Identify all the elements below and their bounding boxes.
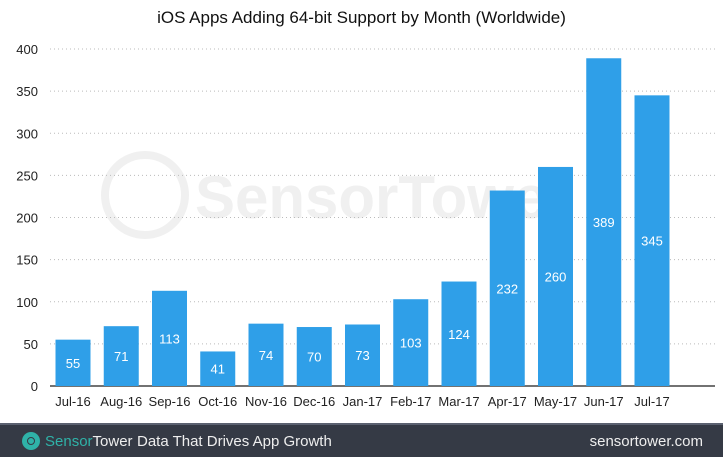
bar xyxy=(296,327,332,386)
x-tick-label: Dec-16 xyxy=(293,394,335,409)
data-label: 74 xyxy=(259,348,273,363)
data-label: 103 xyxy=(400,336,422,351)
y-tick-label: 250 xyxy=(16,168,38,183)
y-tick-label: 350 xyxy=(16,84,38,99)
data-label: 41 xyxy=(211,362,225,377)
bar xyxy=(586,58,622,387)
bar-chart: SensorTower 05010015020025030035040055Ju… xyxy=(16,42,715,409)
x-tick-label: Jan-17 xyxy=(343,394,383,409)
bar xyxy=(152,290,187,386)
x-tick-label: Feb-17 xyxy=(390,394,431,409)
y-tick-label: 0 xyxy=(31,379,38,394)
sensortower-logo: SensorTower xyxy=(22,432,133,450)
x-tick-label: Mar-17 xyxy=(438,394,479,409)
sensortower-logo-icon xyxy=(22,432,40,450)
bar xyxy=(248,323,284,386)
chart-title: iOS Apps Adding 64-bit Support by Month … xyxy=(157,8,566,27)
x-tick-label: Oct-16 xyxy=(198,394,237,409)
x-tick-label: Jul-16 xyxy=(55,394,90,409)
x-tick-label: Apr-17 xyxy=(488,394,527,409)
x-tick-label: Sep-16 xyxy=(149,394,191,409)
x-tick-label: May-17 xyxy=(534,394,577,409)
bar xyxy=(489,190,525,386)
data-label: 73 xyxy=(355,348,369,363)
y-tick-label: 400 xyxy=(16,42,38,57)
x-tick-label: Jul-17 xyxy=(634,394,669,409)
bar xyxy=(538,166,573,386)
tagline: Data That Drives App Growth xyxy=(137,433,332,450)
footer-bar: SensorTower Data That Drives App Growth … xyxy=(0,423,723,457)
data-label: 70 xyxy=(307,350,321,365)
data-label: 124 xyxy=(448,327,470,342)
x-tick-label: Jun-17 xyxy=(584,394,624,409)
x-tick-label: Aug-16 xyxy=(100,394,142,409)
y-tick-label: 50 xyxy=(24,337,38,352)
y-tick-label: 300 xyxy=(16,126,38,141)
data-label: 71 xyxy=(114,349,128,364)
bar xyxy=(200,351,236,386)
bar xyxy=(634,95,670,387)
data-label: 55 xyxy=(66,356,80,371)
data-label: 260 xyxy=(545,269,567,284)
x-tick-label: Nov-16 xyxy=(245,394,287,409)
y-tick-label: 150 xyxy=(16,253,38,268)
bar xyxy=(441,281,477,386)
data-label: 113 xyxy=(159,331,180,346)
brand-sensor: Sensor xyxy=(45,432,93,450)
bar xyxy=(103,326,139,386)
website-link[interactable]: sensortower.com xyxy=(589,433,703,450)
bar xyxy=(393,299,429,386)
bar xyxy=(345,324,380,386)
bar xyxy=(55,339,91,386)
data-label: 389 xyxy=(593,215,615,230)
y-tick-label: 100 xyxy=(16,295,38,310)
brand-tower: Tower xyxy=(92,432,133,450)
data-label: 345 xyxy=(641,234,663,249)
data-label: 232 xyxy=(496,281,518,296)
y-tick-label: 200 xyxy=(16,211,38,226)
